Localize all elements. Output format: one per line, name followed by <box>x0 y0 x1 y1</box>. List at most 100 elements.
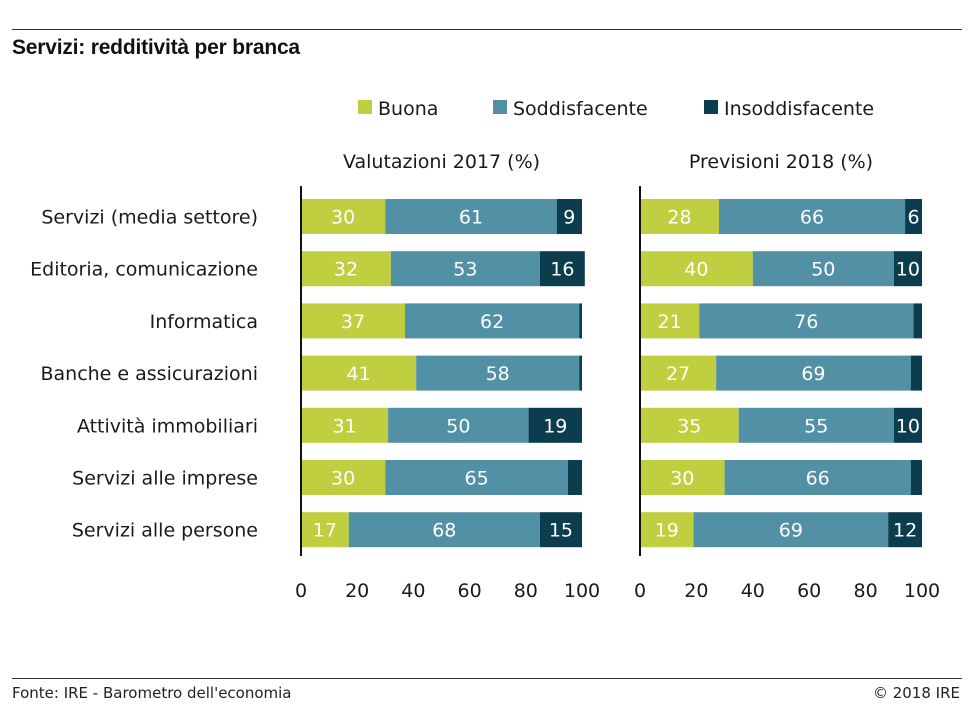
chart-title: Servizi: redditività per branca <box>12 36 300 59</box>
bar-2-insoddisfacente-attivita-immobiliari <box>893 407 922 443</box>
bar-label-1-soddisfacente-editoria-comunicazione: 53 <box>453 259 477 281</box>
bar-2-soddisfacente-servizi-alle-persone <box>693 512 889 548</box>
bar-label-2-soddisfacente-servizi-alle-imprese: 66 <box>806 468 830 490</box>
copyright-note: © 2018 IRE <box>872 684 960 702</box>
bar-label-2-soddisfacente-informatica: 76 <box>794 311 818 333</box>
bar-label-1-soddisfacente-servizi-alle-imprese: 65 <box>465 468 489 490</box>
top-rule <box>12 29 962 30</box>
bar-2-soddisfacente-servizi-media-settore <box>718 199 906 234</box>
bar-label-1-buona-servizi-alle-persone: 17 <box>313 520 337 542</box>
bar-1-soddisfacente-attivita-immobiliari <box>388 407 529 443</box>
bar-label-2-soddisfacente-attivita-immobiliari: 55 <box>804 415 828 437</box>
x-tick-label-1-0: 0 <box>295 580 307 602</box>
bar-label-2-buona-servizi-alle-imprese: 30 <box>670 468 694 490</box>
bar-2-insoddisfacente-informatica <box>913 303 922 339</box>
bar-1-insoddisfacente-servizi-media-settore <box>556 199 582 234</box>
bar-1-buona-banche-e-assicurazioni <box>301 355 417 391</box>
category-label-banche-e-assicurazioni: Banche e assicurazioni <box>40 363 258 385</box>
x-tick-label-2-0: 0 <box>634 580 646 602</box>
legend-swatch-soddisfacente <box>493 100 507 114</box>
x-tick-label-2-80: 80 <box>854 580 878 602</box>
legend-label-insoddisfacente: Insoddisfacente <box>724 98 874 120</box>
bar-1-insoddisfacente-servizi-alle-persone <box>539 512 582 548</box>
legend-label-soddisfacente: Soddisfacente <box>513 98 648 120</box>
bar-2-insoddisfacente-servizi-media-settore <box>905 199 922 234</box>
bar-label-2-insoddisfacente-servizi-media-settore: 6 <box>907 207 919 229</box>
legend-swatch-insoddisfacente <box>704 100 718 114</box>
bar-label-1-buona-attivita-immobiliari: 31 <box>332 415 356 437</box>
bar-2-buona-servizi-alle-imprese <box>640 460 725 495</box>
bar-2-buona-servizi-media-settore <box>640 199 719 234</box>
bar-2-buona-banche-e-assicurazioni <box>640 355 717 391</box>
panel-title-1: Valutazioni 2017 (%) <box>343 151 540 173</box>
category-label-editoria-comunicazione: Editoria, comunicazione <box>30 259 258 281</box>
bar-1-insoddisfacente-informatica <box>579 303 582 339</box>
bar-1-insoddisfacente-banche-e-assicurazioni <box>579 355 582 391</box>
bar-label-2-buona-attivita-immobiliari: 35 <box>677 415 701 437</box>
bar-2-buona-editoria-comunicazione <box>640 251 753 287</box>
category-label-servizi-alle-persone: Servizi alle persone <box>72 520 258 542</box>
bar-2-insoddisfacente-banche-e-assicurazioni <box>910 355 922 391</box>
bar-1-buona-servizi-alle-persone <box>301 512 349 548</box>
bar-2-insoddisfacente-servizi-alle-imprese <box>910 460 922 495</box>
bar-label-1-insoddisfacente-servizi-alle-persone: 15 <box>549 520 573 542</box>
bar-1-buona-informatica <box>301 303 405 339</box>
bar-2-buona-attivita-immobiliari <box>640 407 739 443</box>
bar-2-soddisfacente-attivita-immobiliari <box>738 407 894 443</box>
x-tick-label-2-100: 100 <box>904 580 940 602</box>
bar-label-1-soddisfacente-informatica: 62 <box>480 311 504 333</box>
bar-label-1-soddisfacente-banche-e-assicurazioni: 58 <box>486 363 510 385</box>
bar-2-soddisfacente-informatica <box>699 303 914 339</box>
bar-label-2-soddisfacente-banche-e-assicurazioni: 69 <box>801 363 825 385</box>
bar-label-2-buona-editoria-comunicazione: 40 <box>684 259 708 281</box>
bar-label-1-soddisfacente-attivita-immobiliari: 50 <box>446 415 470 437</box>
bar-2-soddisfacente-editoria-comunicazione <box>752 251 894 287</box>
bar-label-2-buona-banche-e-assicurazioni: 27 <box>666 363 690 385</box>
bar-1-insoddisfacente-editoria-comunicazione <box>539 251 585 287</box>
bar-label-2-buona-servizi-alle-persone: 19 <box>655 520 679 542</box>
bar-label-1-buona-editoria-comunicazione: 32 <box>334 259 358 281</box>
panel-title-2: Previsioni 2018 (%) <box>689 151 873 173</box>
bar-label-1-soddisfacente-servizi-media-settore: 61 <box>459 207 483 229</box>
x-tick-label-2-60: 60 <box>797 580 821 602</box>
bar-2-insoddisfacente-editoria-comunicazione <box>893 251 922 287</box>
x-tick-label-2-40: 40 <box>741 580 765 602</box>
bar-label-2-buona-informatica: 21 <box>658 311 682 333</box>
bar-label-2-soddisfacente-editoria-comunicazione: 50 <box>811 259 835 281</box>
bar-label-1-buona-informatica: 37 <box>341 311 365 333</box>
bar-1-buona-servizi-alle-imprese <box>301 460 386 495</box>
bar-label-2-soddisfacente-servizi-media-settore: 66 <box>800 207 824 229</box>
x-tick-label-1-40: 40 <box>401 580 425 602</box>
bar-1-soddisfacente-servizi-alle-imprese <box>385 460 568 495</box>
bar-label-2-soddisfacente-servizi-alle-persone: 69 <box>779 520 803 542</box>
bar-label-1-buona-servizi-alle-imprese: 30 <box>331 468 355 490</box>
bar-label-2-insoddisfacente-attivita-immobiliari: 10 <box>896 415 920 437</box>
bar-2-buona-servizi-alle-persone <box>640 512 694 548</box>
x-tick-label-2-20: 20 <box>684 580 708 602</box>
bar-2-buona-informatica <box>640 303 700 339</box>
bar-label-2-insoddisfacente-editoria-comunicazione: 10 <box>896 259 920 281</box>
bar-label-1-insoddisfacente-attivita-immobiliari: 19 <box>543 415 567 437</box>
bar-label-1-buona-servizi-media-settore: 30 <box>331 207 355 229</box>
bar-1-soddisfacente-servizi-alle-persone <box>348 512 540 548</box>
bar-1-insoddisfacente-servizi-alle-imprese <box>567 460 582 495</box>
category-label-attivita-immobiliari: Attività immobiliari <box>77 415 258 437</box>
bar-1-buona-editoria-comunicazione <box>301 251 391 287</box>
category-label-servizi-alle-imprese: Servizi alle imprese <box>72 468 258 490</box>
legend-swatch-buona <box>358 100 372 114</box>
bar-1-soddisfacente-servizi-media-settore <box>385 199 557 234</box>
category-label-servizi-media-settore: Servizi (media settore) <box>41 207 258 229</box>
bar-label-2-insoddisfacente-servizi-alle-persone: 12 <box>893 520 917 542</box>
legend-label-buona: Buona <box>378 98 438 120</box>
x-tick-label-1-60: 60 <box>458 580 482 602</box>
x-tick-label-1-80: 80 <box>514 580 538 602</box>
bar-label-1-soddisfacente-servizi-alle-persone: 68 <box>432 520 456 542</box>
bar-label-1-insoddisfacente-editoria-comunicazione: 16 <box>550 259 574 281</box>
bar-label-1-insoddisfacente-servizi-media-settore: 9 <box>563 207 575 229</box>
bar-2-soddisfacente-servizi-alle-imprese <box>724 460 911 495</box>
bar-1-soddisfacente-banche-e-assicurazioni <box>416 355 580 391</box>
source-note: Fonte: IRE - Barometro dell'economia <box>12 684 292 702</box>
bar-1-buona-servizi-media-settore <box>301 199 386 234</box>
bottom-rule <box>12 678 962 679</box>
